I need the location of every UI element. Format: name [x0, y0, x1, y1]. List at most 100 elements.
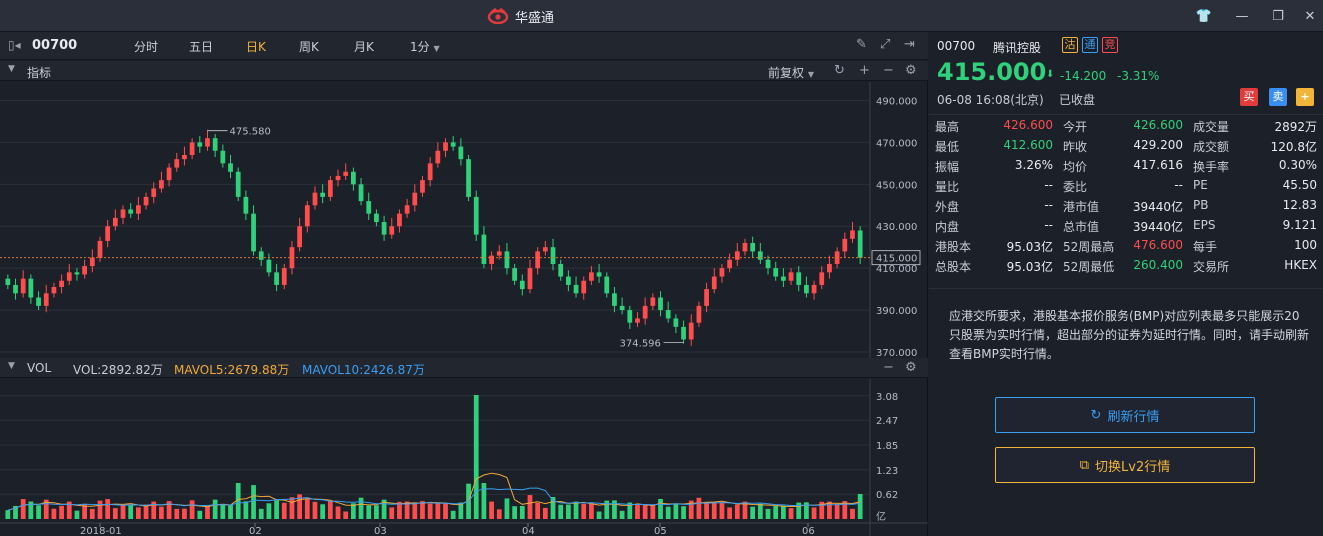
volume-bar [159, 506, 164, 519]
collapse-triangle-icon[interactable]: ▼ [8, 361, 15, 371]
minimize-icon[interactable]: — [1235, 8, 1249, 24]
candle-body [112, 217, 118, 227]
volume-bar [82, 503, 88, 519]
volume-bar [527, 495, 533, 519]
candle-body [811, 284, 817, 294]
volume-bar [89, 508, 95, 519]
expand-panel-icon[interactable]: ⇥ [904, 37, 915, 52]
chevron-down-icon: ▼ [433, 44, 440, 53]
quote-value: -- [1044, 178, 1053, 192]
volume-bar [558, 504, 564, 519]
last-price: 415.000 [937, 58, 1047, 86]
candle-body [796, 272, 802, 285]
candle-body [335, 175, 341, 181]
candle-body [604, 276, 610, 294]
candle-body [688, 322, 694, 340]
candle-body [819, 272, 825, 285]
candle-body [804, 284, 809, 294]
volume-bar [443, 503, 448, 519]
chevron-down-icon: ▼ [807, 70, 814, 79]
volume-bar [197, 510, 203, 519]
collapse-sidebar-icon[interactable]: ▯◂ [8, 38, 21, 52]
refresh-icon[interactable]: ↻ [834, 63, 845, 78]
volume-bar [619, 510, 625, 519]
quote-key: 成交额 [1193, 140, 1230, 154]
sell-button[interactable]: 卖 [1269, 88, 1287, 106]
close-icon[interactable]: ✕ [1304, 8, 1316, 24]
volume-bar [105, 499, 111, 519]
candle-body [827, 263, 832, 273]
volume-bar [228, 504, 233, 519]
quote-value: 417.616 [1133, 158, 1183, 172]
quote-panel: 00700 腾讯控股 沽 通 竞 415.000 ⬇ -14.200 -3.31… [929, 32, 1323, 536]
volume-bar [673, 503, 679, 519]
collapse-triangle-icon[interactable]: ▼ [8, 64, 15, 74]
candle-body [36, 297, 41, 306]
refresh-icon: ↻ [1090, 407, 1102, 423]
tab-minute-dropdown[interactable]: 1分 ▼ [410, 38, 440, 55]
vol-tick-label: 3.08 [876, 392, 898, 403]
candle-body [297, 226, 303, 248]
tab-weekly-k[interactable]: 周K [299, 40, 319, 54]
zoom-in-icon[interactable]: + [859, 63, 870, 78]
quote-key: 总股本 [935, 260, 972, 274]
quote-key: 外盘 [935, 200, 960, 214]
refresh-quote-button[interactable]: ↻ 刷新行情 [995, 397, 1255, 433]
quote-row: 外盘 -- 港市值 39440亿 PB 12.83 [929, 195, 1323, 215]
quote-value: 426.600 [1133, 118, 1183, 132]
volume-bar [420, 501, 425, 519]
switch-lv2-button[interactable]: ⧉ 切换Lv2行情 [995, 447, 1255, 483]
skin-icon[interactable]: 👕 [1195, 8, 1213, 24]
volume-bar [304, 499, 310, 519]
restore-icon[interactable]: ❐ [1272, 8, 1284, 24]
volume-bar [635, 504, 640, 519]
volume-bar [74, 510, 80, 519]
volume-bar [773, 505, 779, 519]
volume-bar [573, 501, 579, 519]
vol-label[interactable]: VOL [27, 361, 52, 375]
fullscreen-icon[interactable]: ⤢ [880, 37, 891, 52]
volume-chart[interactable]: 3.08 2.47 1.85 1.23 0.62 亿 2018-01 02 03 04 05 06 [0, 379, 928, 536]
volume-bar [512, 506, 518, 519]
adjust-select[interactable]: 前复权 ▼ [768, 64, 814, 81]
draw-pen-icon[interactable]: ✎ [856, 37, 867, 52]
candle-body [773, 268, 779, 277]
settings-gear-icon[interactable]: ⚙ [905, 360, 917, 375]
volume-bar [381, 499, 387, 519]
candle-body [28, 278, 34, 298]
add-watchlist-button[interactable]: + [1296, 88, 1314, 106]
tab-intraday[interactable]: 分时 [134, 40, 159, 54]
tab-five-day[interactable]: 五日 [189, 40, 214, 54]
quote-datetime: 06-08 16:08(北京) [937, 93, 1044, 107]
tab-daily-k[interactable]: 日K [246, 40, 266, 54]
volume-bar [535, 502, 541, 519]
zoom-out-icon[interactable]: − [883, 360, 894, 375]
volume-bar [59, 505, 64, 519]
candle-body [496, 251, 502, 256]
indicator-label[interactable]: 指标 [27, 66, 52, 80]
candle-body [742, 243, 748, 252]
volume-bar [489, 501, 494, 519]
volume-bar [13, 505, 18, 519]
zoom-out-icon[interactable]: − [883, 63, 894, 78]
candle-body [258, 251, 264, 260]
settings-gear-icon[interactable]: ⚙ [905, 63, 917, 78]
candle-body [274, 272, 279, 285]
tab-monthly-k[interactable]: 月K [354, 40, 374, 54]
candlestick-chart[interactable]: 490.000 470.000 450.000 430.000 410.000 390.0… [0, 82, 928, 358]
volume-bar [251, 485, 256, 519]
candle-body [542, 247, 548, 252]
volume-bar [281, 502, 287, 519]
volume-bar [757, 503, 763, 519]
candle-body [734, 251, 740, 260]
minute-label: 1分 [410, 40, 430, 54]
buy-button[interactable]: 买 [1240, 88, 1258, 106]
quote-value: -- [1044, 198, 1053, 212]
quote-key: 每手 [1193, 240, 1218, 254]
volume-bar [804, 502, 809, 519]
volume-bar [143, 504, 149, 519]
quote-value: 0.30% [1278, 158, 1317, 172]
volume-bar [650, 504, 656, 519]
volume-bar [719, 502, 725, 519]
quote-key: 最高 [935, 120, 960, 134]
